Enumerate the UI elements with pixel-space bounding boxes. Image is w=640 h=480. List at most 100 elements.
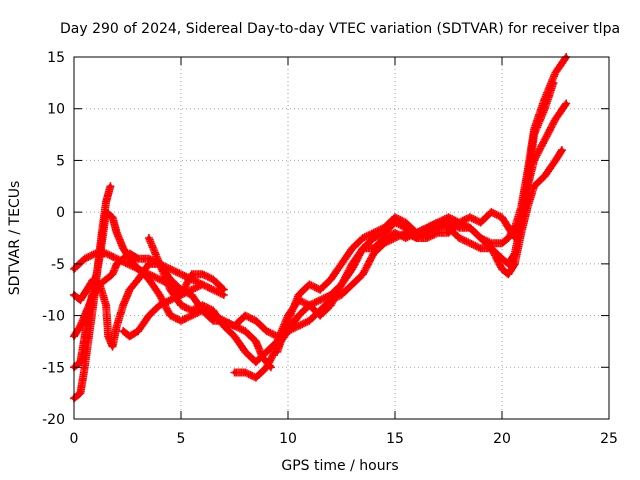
- data-point: [553, 116, 558, 122]
- data-point: [296, 313, 301, 318]
- data-point: [499, 256, 505, 261]
- data-point: [110, 272, 115, 277]
- data-point: [78, 323, 83, 329]
- y-tick-label: 0: [56, 205, 65, 221]
- data-point: [525, 168, 530, 173]
- data-point: [168, 297, 173, 303]
- data-point: [435, 220, 440, 225]
- data-point: [457, 235, 462, 241]
- data-point: [328, 277, 333, 282]
- data-point: [146, 235, 152, 241]
- data-point: [317, 287, 323, 292]
- data-point: [414, 235, 419, 241]
- y-tick-label: -20: [42, 412, 65, 428]
- data-point: [512, 235, 518, 241]
- data-point: [489, 209, 494, 215]
- data-point: [371, 230, 376, 236]
- data-point: [106, 334, 111, 339]
- data-point: [114, 230, 120, 236]
- data-point: [210, 308, 216, 313]
- data-point: [103, 277, 109, 282]
- data-point: [127, 251, 132, 256]
- data-point: [512, 261, 518, 267]
- data-point: [82, 256, 87, 261]
- data-point: [232, 370, 237, 375]
- data-point: [553, 70, 558, 75]
- data-point: [307, 318, 312, 323]
- y-tick-label: 5: [56, 153, 65, 169]
- data-point: [91, 292, 96, 298]
- data-point: [146, 277, 152, 282]
- data-point: [403, 220, 408, 225]
- data-point: [78, 390, 83, 396]
- data-point: [542, 173, 547, 179]
- data-point: [157, 261, 162, 267]
- data-point: [382, 225, 387, 230]
- data-point: [121, 328, 126, 334]
- y-tick-label: -5: [51, 257, 65, 273]
- data-point: [189, 292, 194, 298]
- data-point: [392, 230, 398, 236]
- data-point: [121, 246, 126, 251]
- data-point: [499, 240, 505, 246]
- data-point: [307, 303, 312, 308]
- data-point: [542, 137, 547, 142]
- data-point: [168, 266, 173, 272]
- data-point: [499, 266, 505, 272]
- data-point: [446, 215, 451, 220]
- data-point: [95, 266, 100, 272]
- data-point: [232, 323, 237, 329]
- data-point: [253, 359, 259, 365]
- data-point: [210, 287, 216, 292]
- data-point: [103, 303, 109, 308]
- data-point: [136, 328, 141, 334]
- data-point: [478, 246, 483, 251]
- data-point: [296, 292, 301, 298]
- data-point: [285, 318, 291, 323]
- data-point: [542, 96, 547, 101]
- data-point: [559, 147, 565, 153]
- plot-frame: [73, 56, 610, 420]
- data-point: [103, 209, 109, 215]
- data-point: [467, 215, 473, 220]
- data-point: [178, 272, 184, 277]
- data-point: [136, 256, 141, 261]
- data-point: [350, 246, 355, 251]
- data-point: [328, 292, 333, 298]
- data-point: [339, 261, 344, 267]
- series-track-6: [119, 270, 228, 341]
- data-point: [506, 235, 511, 241]
- data-point: [232, 334, 237, 339]
- data-point: [221, 292, 226, 298]
- data-point: [531, 127, 537, 132]
- data-point: [178, 318, 184, 323]
- y-axis-label: SDTVAR / TECUs: [7, 181, 23, 296]
- data-point: [253, 318, 259, 323]
- data-point: [157, 303, 162, 308]
- y-tick-label: -10: [42, 309, 65, 325]
- data-point: [478, 220, 483, 225]
- x-tick-label: 15: [386, 431, 404, 447]
- data-point: [264, 328, 269, 334]
- data-point: [371, 246, 376, 251]
- data-point: [243, 328, 248, 334]
- data-point: [178, 303, 184, 308]
- data-point: [360, 272, 366, 277]
- data-point: [307, 282, 312, 287]
- data-point: [531, 184, 537, 189]
- data-point: [424, 225, 430, 230]
- data-point: [127, 334, 132, 339]
- data-point: [519, 204, 524, 210]
- data-point: [506, 225, 511, 230]
- data-point: [253, 375, 259, 380]
- data-point: [414, 230, 419, 236]
- data-point: [512, 251, 518, 256]
- data-point: [371, 251, 376, 256]
- data-point: [200, 282, 205, 287]
- data-point: [78, 359, 83, 365]
- x-tick-label: 0: [70, 431, 79, 447]
- data-point: [121, 303, 126, 308]
- data-point: [146, 313, 152, 318]
- data-point: [339, 282, 344, 287]
